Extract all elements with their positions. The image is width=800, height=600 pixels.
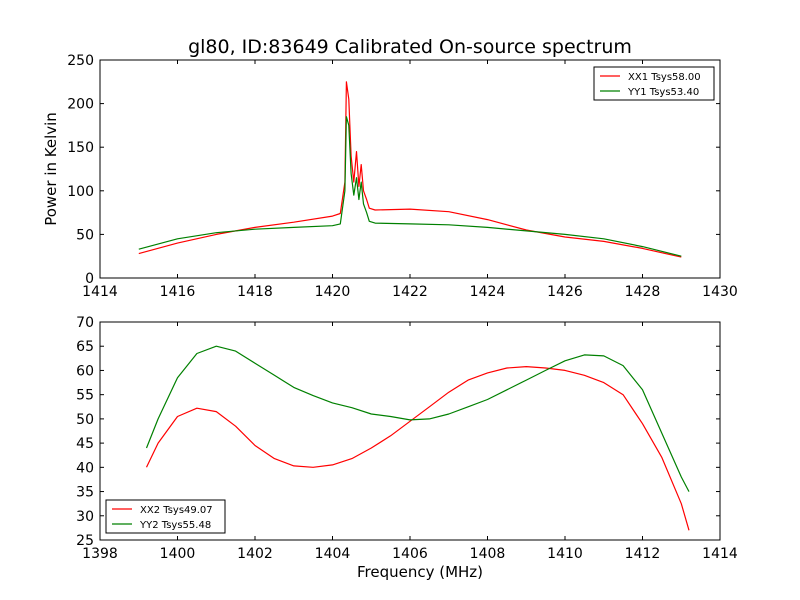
y-tick-label: 60 — [76, 363, 94, 379]
x-tick-label: 1418 — [237, 284, 273, 300]
y-tick-label: 35 — [76, 485, 94, 501]
legend-label: YY1 Tsys53.40 — [627, 87, 699, 98]
x-tick-label: 1416 — [160, 284, 196, 300]
x-tick-label: 1424 — [470, 284, 506, 300]
legend-box — [105, 499, 226, 534]
y-tick-label: 150 — [67, 140, 94, 156]
legend-box — [593, 66, 715, 101]
legend: XX2 Tsys49.07 YY2 Tsys55.48 — [105, 499, 226, 534]
y-tick-label: 30 — [76, 509, 94, 525]
x-tick-label: 1420 — [315, 284, 351, 300]
x-tick-label: 1410 — [547, 546, 583, 562]
y-tick-label: 0 — [85, 271, 94, 287]
x-tick-label: 1402 — [237, 546, 273, 562]
series-line-1 — [138, 81, 682, 258]
series-line-2 — [138, 116, 682, 257]
y-tick-label: 50 — [76, 412, 94, 428]
x-tick-label: 1414 — [82, 284, 118, 300]
x-tick-label: 1428 — [625, 284, 661, 300]
chart-panels: 1414 1416 1418 1420 1422 1424 1426 1428 14300501… — [42, 53, 738, 581]
y-tick-label: 200 — [67, 97, 94, 113]
legend-label: XX1 Tsys58.00 — [628, 72, 701, 83]
x-tick-label: 1426 — [547, 284, 583, 300]
y-tick-label: 100 — [67, 184, 94, 200]
chart-panel-1: 1414 1416 1418 1420 1422 1424 1426 1428 1430 0 50 1… — [42, 53, 738, 300]
y-tick-label: 55 — [76, 388, 94, 404]
legend-label: XX2 Tsys49.07 — [140, 505, 213, 516]
y-tick-label: 45 — [76, 436, 94, 452]
x-tick-label: 1406 — [392, 546, 428, 562]
x-tick-label: 1412 — [625, 546, 661, 562]
x-axis-label: Frequency (MHz) — [357, 563, 483, 581]
x-tick-label: 1400 — [160, 546, 196, 562]
y-tick-label: 65 — [76, 339, 94, 355]
legend-label: YY2 Tsys55.48 — [139, 520, 211, 531]
y-tick-label: 250 — [67, 53, 94, 69]
y-tick-label: 70 — [76, 315, 94, 331]
series-line-2 — [145, 345, 690, 492]
x-tick-label: 1404 — [315, 546, 351, 562]
legend: XX1 Tsys58.00 YY1 Tsys53.40 — [593, 66, 715, 101]
x-tick-label: 1408 — [470, 546, 506, 562]
y-tick-label: 40 — [76, 460, 94, 476]
y-axis-label: Power in Kelvin — [42, 112, 60, 226]
x-tick-label: 1430 — [702, 284, 738, 300]
y-tick-label: 25 — [76, 533, 94, 549]
chart-panel-2: 1398 1400 1402 1404 1406 1408 1410 1412 1414 25 30… — [76, 315, 738, 581]
figure-title: gl80, ID:83649 Calibrated On-source spec… — [188, 36, 632, 58]
series-line-1 — [145, 366, 690, 531]
x-tick-label: 1414 — [702, 546, 738, 562]
x-tick-label: 1398 — [82, 546, 118, 562]
y-tick-label: 50 — [76, 227, 94, 243]
x-tick-label: 1422 — [392, 284, 428, 300]
